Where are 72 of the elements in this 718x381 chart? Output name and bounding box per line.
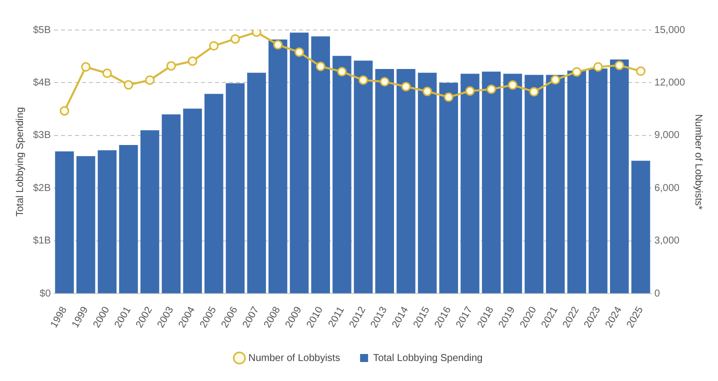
point [529, 86, 539, 96]
bar [204, 94, 224, 294]
bar [98, 150, 117, 294]
point [145, 75, 155, 85]
point [358, 75, 368, 85]
bar [588, 68, 608, 294]
point [252, 30, 262, 37]
bar [567, 70, 586, 294]
y2-tick-label: 6,000 [654, 182, 680, 194]
point [166, 61, 176, 71]
bar [482, 72, 501, 294]
bar [55, 151, 74, 294]
bar [332, 56, 352, 294]
bar [396, 69, 416, 294]
bar [610, 60, 629, 294]
bar [183, 108, 202, 294]
point [444, 92, 454, 102]
point [102, 68, 112, 78]
bar [311, 36, 330, 294]
y-tick-label: $2B [32, 182, 52, 194]
bar [268, 39, 288, 294]
y-tick-label: $5B [32, 24, 52, 36]
y-axis-title: Total Lobbying Spending [14, 107, 26, 217]
point [81, 62, 91, 72]
bar [375, 69, 394, 294]
bar [119, 144, 138, 294]
bar [439, 82, 458, 294]
point [316, 62, 326, 72]
y2-tick-label: 9,000 [654, 130, 680, 142]
y-tick-label: $1B [32, 236, 52, 247]
bar [354, 60, 373, 294]
point [188, 56, 198, 66]
bar [162, 114, 181, 294]
point [209, 41, 219, 51]
point [614, 60, 624, 70]
point [273, 40, 283, 50]
y2-tick-label: 0 [654, 288, 660, 300]
point [337, 66, 347, 76]
y2-tick-label: 15,000 [654, 24, 686, 36]
point [60, 106, 70, 116]
bar [140, 130, 160, 294]
y2-tick-label: 12,000 [654, 77, 686, 88]
point [486, 84, 496, 94]
y-tick-label: $4B [32, 77, 52, 88]
bar [460, 74, 480, 294]
y2-tick-label: 3,000 [654, 236, 680, 247]
bar [524, 74, 544, 294]
legend-label: Number of Lobbyists [248, 352, 340, 364]
point [508, 80, 518, 90]
bar [503, 74, 522, 294]
point [422, 86, 432, 96]
legend-label: Total Lobbying Spending [373, 352, 483, 364]
bar [226, 83, 245, 294]
point [401, 82, 411, 92]
point [550, 75, 560, 85]
y-tick-label: $0 [40, 288, 52, 300]
bar [76, 156, 96, 294]
point [380, 76, 390, 86]
point [230, 34, 240, 44]
point [572, 67, 582, 77]
bar [418, 72, 437, 294]
bar [247, 72, 266, 294]
bar [631, 160, 650, 294]
point [636, 66, 646, 76]
y2-axis-title: Number of Lobbyists* [692, 114, 704, 210]
bar [290, 32, 309, 294]
bar [546, 74, 565, 294]
point [294, 47, 304, 57]
point [593, 62, 603, 72]
y-tick-label: $3B [32, 130, 52, 142]
point [124, 80, 134, 90]
point [465, 86, 475, 96]
